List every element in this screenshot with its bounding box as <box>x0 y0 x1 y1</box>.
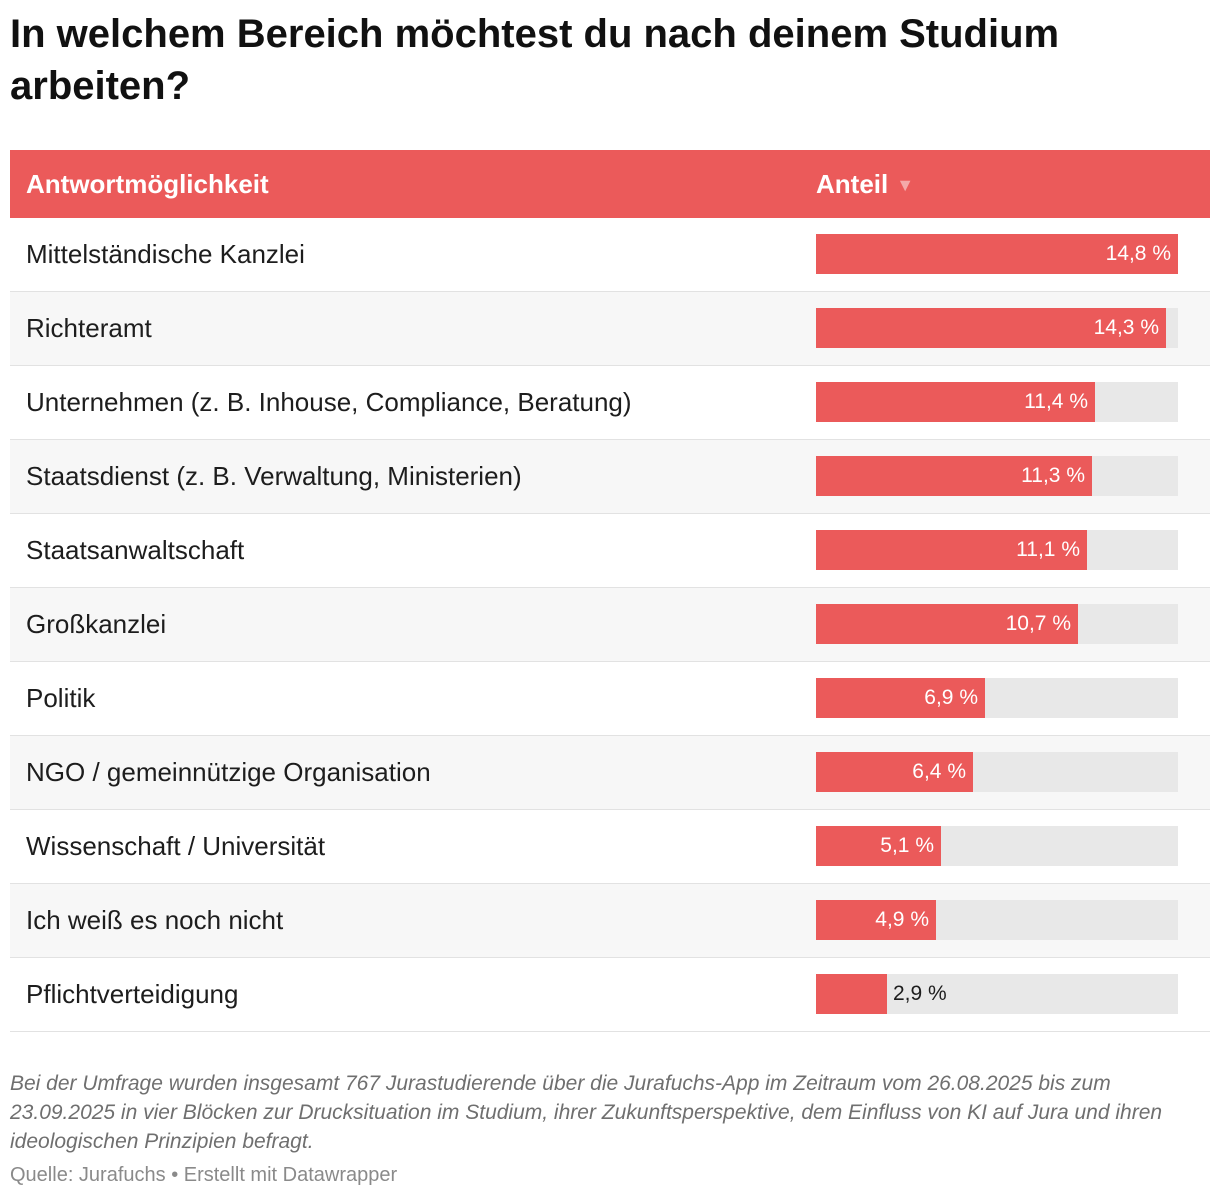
bar <box>816 604 1078 644</box>
row-label: Unternehmen (z. B. Inhouse, Compliance, … <box>26 387 632 417</box>
bar-value-label: 6,4 % <box>912 760 966 783</box>
chart-title: In welchem Bereich möchtest du nach dein… <box>10 12 1060 108</box>
header-value[interactable]: Anteil ▼ <box>816 150 914 219</box>
bar-value-label: 14,8 % <box>1105 242 1171 265</box>
row-label: Großkanzlei <box>26 609 167 639</box>
bar-value-label: 5,1 % <box>880 834 934 857</box>
row-label: Staatsanwaltschaft <box>26 535 245 565</box>
row-label: NGO / gemeinnützige Organisation <box>26 757 431 787</box>
bar <box>816 456 1092 496</box>
row-label: Wissenschaft / Universität <box>26 831 326 861</box>
bar-track: 4,9 % <box>816 900 1178 940</box>
bar-value-label: 4,9 % <box>875 908 929 931</box>
bar-track: 11,3 % <box>816 456 1178 496</box>
chart-notes: Bei der Umfrage wurden insgesamt 767 Jur… <box>10 1072 1163 1153</box>
bar-value-label: 11,4 % <box>1024 390 1088 413</box>
bar-track: 5,1 % <box>816 826 1178 866</box>
bar-track: 6,9 % <box>816 678 1178 718</box>
bar-value-label: 14,3 % <box>1093 316 1159 339</box>
bar-track: 11,4 % <box>816 382 1178 422</box>
bar <box>816 382 1095 422</box>
bar-track: 6,4 % <box>816 752 1178 792</box>
table-body: Mittelständische Kanzlei 14,8 % Richteramt… <box>10 218 1210 1032</box>
table-row: Pflichtverteidigung 2,9 % <box>10 958 1210 1032</box>
sort-descending-icon[interactable]: ▼ <box>896 175 915 195</box>
row-label: Richteramt <box>26 313 152 343</box>
table-row: Wissenschaft / Universität 5,1 % <box>10 810 1210 884</box>
table-row: Großkanzlei 10,7 % <box>10 588 1210 662</box>
row-label: Politik <box>26 683 96 713</box>
bar-value-label: 6,9 % <box>924 686 978 709</box>
chart-source: Quelle: Jurafuchs • Erstellt mit Datawra… <box>10 1164 398 1186</box>
table-row: Staatsanwaltschaft 11,1 % <box>10 514 1210 588</box>
bar-value-label: 10,7 % <box>1005 612 1071 635</box>
bar <box>816 752 973 792</box>
bar <box>816 678 985 718</box>
bar-track: 10,7 % <box>816 604 1178 644</box>
table-row: Richteramt 14,3 % <box>10 292 1210 366</box>
table-header: Antwortmöglichkeit Anteil ▼ <box>10 150 1210 218</box>
bar <box>816 974 887 1014</box>
bar-table: Antwortmöglichkeit Anteil ▼ Mittelständis… <box>10 150 1210 1032</box>
bar-value-label: 2,9 % <box>893 982 947 1005</box>
bar-track: 11,1 % <box>816 530 1178 570</box>
row-label: Mittelständische Kanzlei <box>26 239 305 269</box>
table-row: Staatsdienst (z. B. Verwaltung, Minister… <box>10 440 1210 514</box>
table-row: Politik 6,9 % <box>10 662 1210 736</box>
row-label: Pflichtverteidigung <box>26 979 239 1009</box>
table-row: Ich weiß es noch nicht 4,9 % <box>10 884 1210 958</box>
bar <box>816 900 936 940</box>
bar-value-label: 11,1 % <box>1016 538 1080 561</box>
header-label[interactable]: Antwortmöglichkeit <box>26 169 269 199</box>
bar-track: 14,8 % <box>816 234 1178 274</box>
row-label: Ich weiß es noch nicht <box>26 905 284 935</box>
table-row: NGO / gemeinnützige Organisation 6,4 % <box>10 736 1210 810</box>
bar-track: 2,9 % <box>816 974 1178 1014</box>
table-row: Unternehmen (z. B. Inhouse, Compliance, … <box>10 366 1210 440</box>
table-row: Mittelständische Kanzlei 14,8 % <box>10 218 1210 292</box>
bar-value-label: 11,3 % <box>1021 464 1085 487</box>
bar <box>816 234 1178 274</box>
row-label: Staatsdienst (z. B. Verwaltung, Minister… <box>26 461 522 491</box>
header-value-text: Anteil <box>816 169 889 199</box>
bar <box>816 530 1087 570</box>
bar-track: 14,3 % <box>816 308 1178 348</box>
bar <box>816 826 941 866</box>
bar <box>816 308 1166 348</box>
